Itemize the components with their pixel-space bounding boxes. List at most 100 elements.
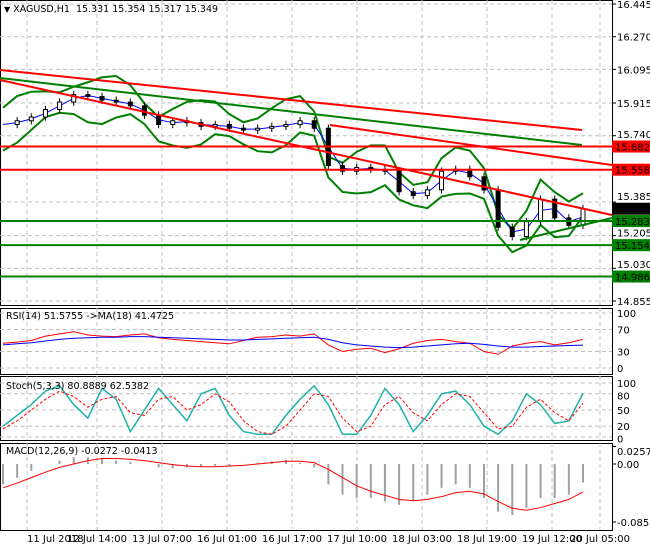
time-axis-label: 18 Jul 03:00 (392, 534, 452, 545)
rsi-ma-line (2, 336, 584, 349)
macd-label: MACD(12,26,9) -0.0272 -0.0413 (6, 446, 158, 457)
price-axis-label: 15.385 (617, 192, 650, 203)
level-tag (612, 140, 650, 153)
trendline-upper (0, 69, 583, 131)
close-value: 15.349 (184, 4, 219, 15)
long-ma (0, 77, 583, 146)
price-axis-label: 16.270 (617, 33, 650, 44)
stoch-axis-label: 50 (617, 406, 630, 417)
candle (42, 109, 48, 118)
price-axis-label: 16.445 (617, 0, 650, 11)
price-axis-label: 15.740 (617, 130, 650, 141)
candle (396, 170, 402, 193)
level-tag (612, 239, 650, 252)
macd-axis-label: 0.00 (617, 460, 639, 471)
stoch-label: Stoch(5,3,3) 80.8889 62.5382 (6, 381, 150, 392)
candle (212, 123, 218, 127)
dropdown-triangle-icon[interactable]: ▼ (4, 5, 11, 14)
level-tag (612, 163, 650, 176)
panel-border-0 (0, 0, 613, 306)
rsi-axis-label: 0 (617, 364, 623, 375)
panel-border-2 (0, 376, 613, 441)
candle (340, 165, 346, 172)
candle (269, 125, 275, 129)
high-value: 15.354 (112, 4, 146, 15)
candle (85, 94, 91, 97)
time-axis-label: 17 Jul 10:00 (327, 534, 387, 545)
time-axis-label: 12 Jul 14:00 (67, 534, 127, 545)
price-axis-label: 15.915 (617, 99, 650, 110)
candle (71, 94, 77, 103)
low-value: 15.317 (148, 4, 182, 15)
candle (14, 120, 20, 125)
candle (439, 170, 445, 191)
stoch-axis-label: 0 (617, 435, 623, 446)
candle (538, 198, 544, 223)
candle (410, 191, 416, 196)
time-axis-label: 13 Jul 07:00 (132, 534, 192, 545)
stoch-d-line (2, 390, 584, 435)
level-label: 15.349 (615, 205, 650, 216)
panel-border-3 (0, 443, 613, 531)
stoch-axis-label: 80 (617, 392, 630, 403)
rsi-axis-label: 70 (617, 326, 630, 337)
candle (127, 101, 133, 107)
time-axis-label: 11 Jul 2018 (27, 534, 84, 545)
candle (57, 101, 63, 111)
symbol-label: XAGUSD,H1 (13, 4, 70, 15)
candle (226, 123, 232, 129)
bollinger-lower (2, 111, 584, 254)
symbol-header: ▼ XAGUSD,H1 15.331 15.354 15.317 15.349 (4, 4, 218, 15)
rsi-axis-label: 100 (617, 309, 636, 320)
candle (283, 123, 289, 127)
macd-axis-label: 0.0257 (617, 447, 650, 458)
rsi-axis-label: 30 (617, 348, 630, 359)
price-axis-label: 16.095 (617, 65, 650, 76)
level-tag (612, 215, 650, 228)
candle (509, 226, 515, 238)
time-axis-label: 20 Jul 05:00 (570, 534, 630, 545)
candle (255, 127, 261, 131)
candle (28, 116, 34, 122)
bollinger-upper (2, 74, 584, 231)
candle (552, 198, 558, 219)
stoch-axis-label: 100 (617, 379, 636, 390)
macd-axis-label: -0.0852 (617, 518, 650, 529)
candle (481, 176, 487, 191)
candle (424, 189, 430, 196)
level-tag (612, 270, 650, 283)
candle (170, 120, 176, 125)
candle (99, 95, 105, 101)
panel-border-1 (0, 308, 613, 375)
level-tag (612, 202, 650, 215)
candle (156, 114, 162, 125)
stoch-k-line (2, 384, 584, 436)
macd-signal-line (2, 458, 584, 511)
candle (580, 208, 586, 226)
candle (240, 127, 246, 131)
price-axis-label: 15.030 (617, 260, 650, 271)
level-label: 15.682 (615, 143, 650, 154)
price-axis-label: 15.205 (617, 229, 650, 240)
candle (297, 120, 303, 125)
level-label: 14.986 (615, 273, 650, 284)
candle (113, 99, 119, 103)
trendline-mid (329, 124, 613, 166)
stoch-axis-label: 20 (617, 422, 630, 433)
rsi-label: RSI(14) 51.5755 ->MA(18) 41.4725 (6, 311, 175, 322)
price-axis-label: 14.855 (617, 297, 650, 308)
candle (141, 105, 147, 116)
time-axis-label: 18 Jul 19:00 (457, 534, 517, 545)
time-axis-label: 19 Jul 12:00 (522, 534, 582, 545)
time-axis-label: 16 Jul 01:00 (197, 534, 257, 545)
candle (523, 221, 529, 238)
level-label: 15.283 (615, 217, 650, 228)
open-value: 15.331 (75, 4, 110, 15)
level-label: 15.154 (615, 241, 650, 252)
rsi-line (2, 331, 584, 355)
candle (311, 120, 317, 129)
level-label: 15.558 (615, 166, 650, 177)
time-axis-label: 16 Jul 17:00 (262, 534, 322, 545)
